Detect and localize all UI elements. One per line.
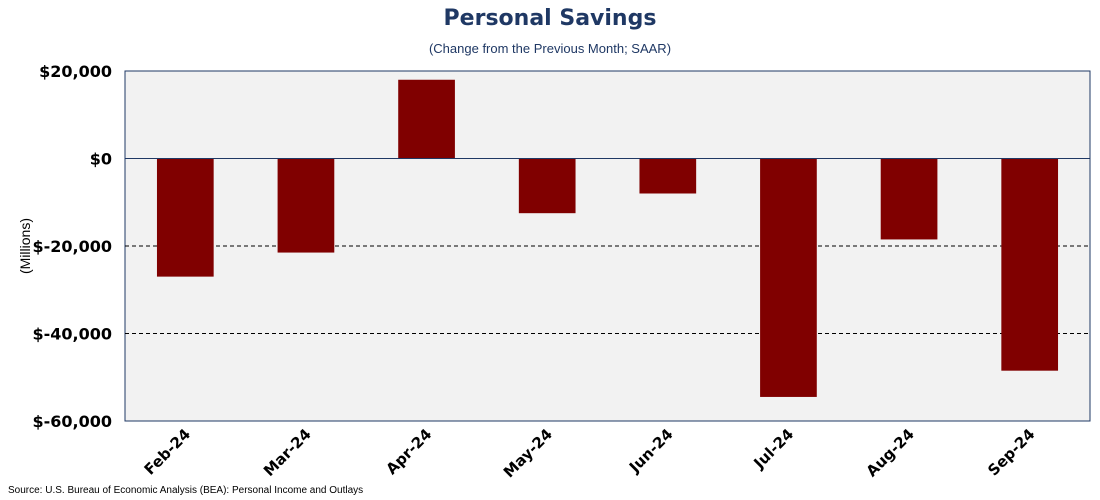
x-tick-label: Mar-24 (260, 425, 315, 480)
chart-title: Personal Savings (443, 6, 657, 31)
bar-jun-24 (639, 158, 697, 194)
x-tick-label: Jul-24 (750, 425, 798, 473)
y-tick-label: $20,000 (39, 62, 112, 81)
chart-subtitle: (Change from the Previous Month; SAAR) (428, 41, 672, 56)
x-tick-label: Apr-24 (382, 425, 435, 478)
x-tick-label: Jun-24 (625, 425, 677, 477)
bar-aug-24 (880, 158, 938, 240)
x-tick-label: May-24 (500, 425, 556, 481)
bar-mar-24 (277, 158, 335, 253)
bar-apr-24 (398, 79, 455, 159)
x-tick-label: Aug-24 (863, 425, 918, 480)
y-axis-label: (Millions) (17, 218, 33, 274)
y-tick-label: $-40,000 (32, 325, 112, 344)
bar-may-24 (518, 158, 576, 214)
source-note: Source: U.S. Bureau of Economic Analysis… (8, 485, 364, 496)
x-tick-label: Feb-24 (141, 425, 194, 478)
y-tick-label: $0 (90, 150, 112, 169)
bar-jul-24 (760, 158, 817, 397)
bar-sep-24 (1001, 158, 1059, 371)
y-tick-label: $-60,000 (32, 412, 112, 431)
x-tick-label: Sep-24 (984, 425, 1038, 479)
bar-feb-24 (156, 158, 214, 277)
y-tick-label: $-20,000 (32, 237, 112, 256)
